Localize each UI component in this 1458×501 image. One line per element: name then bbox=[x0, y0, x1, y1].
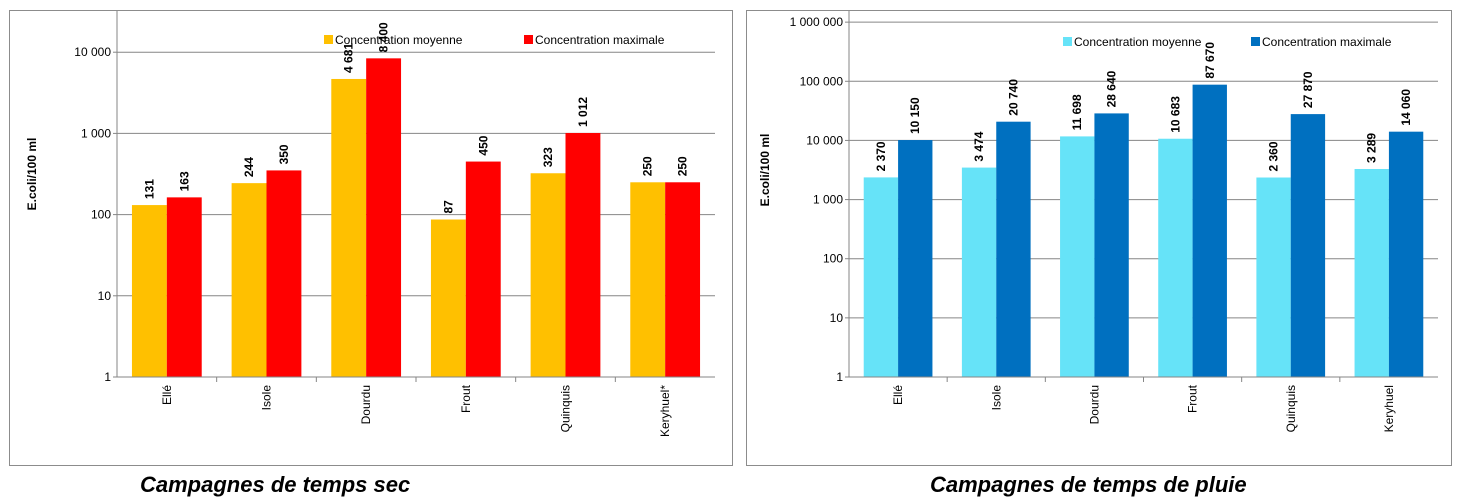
y-tick-label: 10 000 bbox=[74, 45, 111, 59]
bar bbox=[565, 132, 601, 377]
bar bbox=[1060, 136, 1095, 377]
bar bbox=[961, 167, 997, 377]
data-label: 250 bbox=[641, 156, 655, 176]
y-tick-label: 1 000 000 bbox=[790, 15, 844, 29]
bar bbox=[1354, 168, 1389, 377]
legend-swatch bbox=[1063, 37, 1072, 46]
x-tick-label: Quinquis bbox=[559, 385, 573, 432]
legend: Concentration moyenne Concentration maxim… bbox=[1063, 35, 1392, 49]
data-label: 27 870 bbox=[1301, 71, 1315, 108]
legend-swatch bbox=[324, 35, 333, 44]
bar bbox=[996, 121, 1031, 378]
y-tick-label: 10 bbox=[98, 289, 112, 303]
data-label: 1 012 bbox=[576, 97, 590, 127]
y-tick-label: 1 bbox=[836, 370, 843, 384]
bar bbox=[1192, 84, 1227, 377]
bar bbox=[465, 161, 501, 377]
bar bbox=[430, 219, 466, 377]
data-label: 87 bbox=[441, 200, 455, 214]
data-label: 250 bbox=[676, 156, 690, 176]
bar bbox=[1388, 131, 1424, 377]
data-label: 131 bbox=[142, 179, 156, 199]
data-label: 20 740 bbox=[1006, 79, 1020, 116]
y-tick-label: 100 000 bbox=[800, 74, 844, 88]
y-tick-label: 1 000 bbox=[81, 126, 111, 140]
data-label: 8 400 bbox=[377, 22, 391, 52]
x-tick-label: Isole bbox=[260, 385, 274, 411]
bar bbox=[665, 182, 701, 377]
legend-swatch bbox=[524, 35, 533, 44]
data-label: 10 683 bbox=[1168, 96, 1182, 133]
data-label: 3 474 bbox=[972, 131, 986, 161]
y-axis-label: E.coli/100 ml bbox=[25, 138, 39, 211]
bar bbox=[131, 205, 167, 377]
data-label: 163 bbox=[177, 171, 191, 191]
bar-chart-dry-weather: 1 10 100 1 000 10 000 E.coli/100 ml 131 163 Ellé… bbox=[25, 11, 715, 437]
x-tick-label: Frout bbox=[459, 384, 473, 413]
legend-label: Concentration maximale bbox=[535, 33, 665, 47]
data-label: 4 681 bbox=[342, 43, 356, 73]
bar bbox=[331, 78, 367, 377]
legend-label: Concentration moyenne bbox=[335, 33, 463, 47]
bar bbox=[530, 173, 566, 377]
bar bbox=[231, 183, 267, 377]
data-label: 2 360 bbox=[1267, 141, 1281, 171]
x-tick-label: Quinquis bbox=[1284, 385, 1298, 432]
x-tick-label: Frout bbox=[1186, 384, 1200, 413]
x-tick-label: Keryhuel* bbox=[658, 385, 672, 437]
legend-label: Concentration moyenne bbox=[1074, 35, 1202, 49]
y-tick-label: 100 bbox=[91, 208, 111, 222]
x-tick-label: Isole bbox=[989, 385, 1003, 411]
chart-caption-dry-weather: Campagnes de temps sec bbox=[140, 472, 411, 497]
x-tick-label: Dourdu bbox=[359, 385, 373, 424]
y-tick-label: 1 bbox=[104, 370, 111, 384]
legend-swatch bbox=[1251, 37, 1260, 46]
bar bbox=[1256, 177, 1291, 377]
data-label: 11 698 bbox=[1070, 94, 1084, 130]
x-tick-label: Ellé bbox=[891, 385, 905, 405]
x-tick-label: Ellé bbox=[160, 385, 174, 405]
x-tick-label: Dourdu bbox=[1087, 385, 1101, 424]
chart-panel-dry-weather: 1 10 100 1 000 10 000 E.coli/100 ml 131 163 Ellé… bbox=[9, 10, 733, 466]
y-tick-label: 10 000 bbox=[806, 133, 843, 147]
bar bbox=[630, 182, 666, 377]
bar bbox=[1158, 138, 1193, 377]
data-label: 3 289 bbox=[1365, 133, 1379, 163]
bar-chart-rainy-weather: 1 10 100 1 000 10 000 100 000 1 000 000 E.coli/… bbox=[758, 11, 1438, 432]
y-tick-label: 100 bbox=[823, 252, 843, 266]
chart-panel-rainy-weather: 1 10 100 1 000 10 000 100 000 1 000 000 E.coli/… bbox=[746, 10, 1452, 466]
data-label: 87 670 bbox=[1203, 42, 1217, 79]
bar bbox=[1094, 113, 1129, 377]
y-tick-label: 1 000 bbox=[813, 193, 843, 207]
y-tick-label: 10 bbox=[830, 311, 844, 325]
legend-label: Concentration maximale bbox=[1262, 35, 1392, 49]
bar bbox=[1290, 114, 1326, 377]
data-label: 28 640 bbox=[1105, 70, 1119, 107]
data-label: 10 150 bbox=[908, 97, 922, 134]
data-label: 350 bbox=[277, 144, 291, 164]
y-axis-label: E.coli/100 ml bbox=[758, 134, 772, 207]
chart-caption-rainy-weather: Campagnes de temps de pluie bbox=[930, 472, 1247, 497]
data-label: 450 bbox=[476, 135, 490, 155]
bar bbox=[266, 170, 302, 377]
bar bbox=[366, 58, 402, 378]
bar bbox=[863, 177, 899, 377]
bar bbox=[898, 140, 933, 377]
data-label: 323 bbox=[541, 147, 555, 167]
data-label: 14 060 bbox=[1399, 89, 1413, 126]
x-tick-label: Keryhuel bbox=[1382, 385, 1396, 432]
data-label: 244 bbox=[242, 157, 256, 177]
legend: Concentration moyenne Concentration maxim… bbox=[324, 33, 665, 47]
bar bbox=[166, 197, 202, 377]
data-label: 2 370 bbox=[874, 141, 888, 171]
